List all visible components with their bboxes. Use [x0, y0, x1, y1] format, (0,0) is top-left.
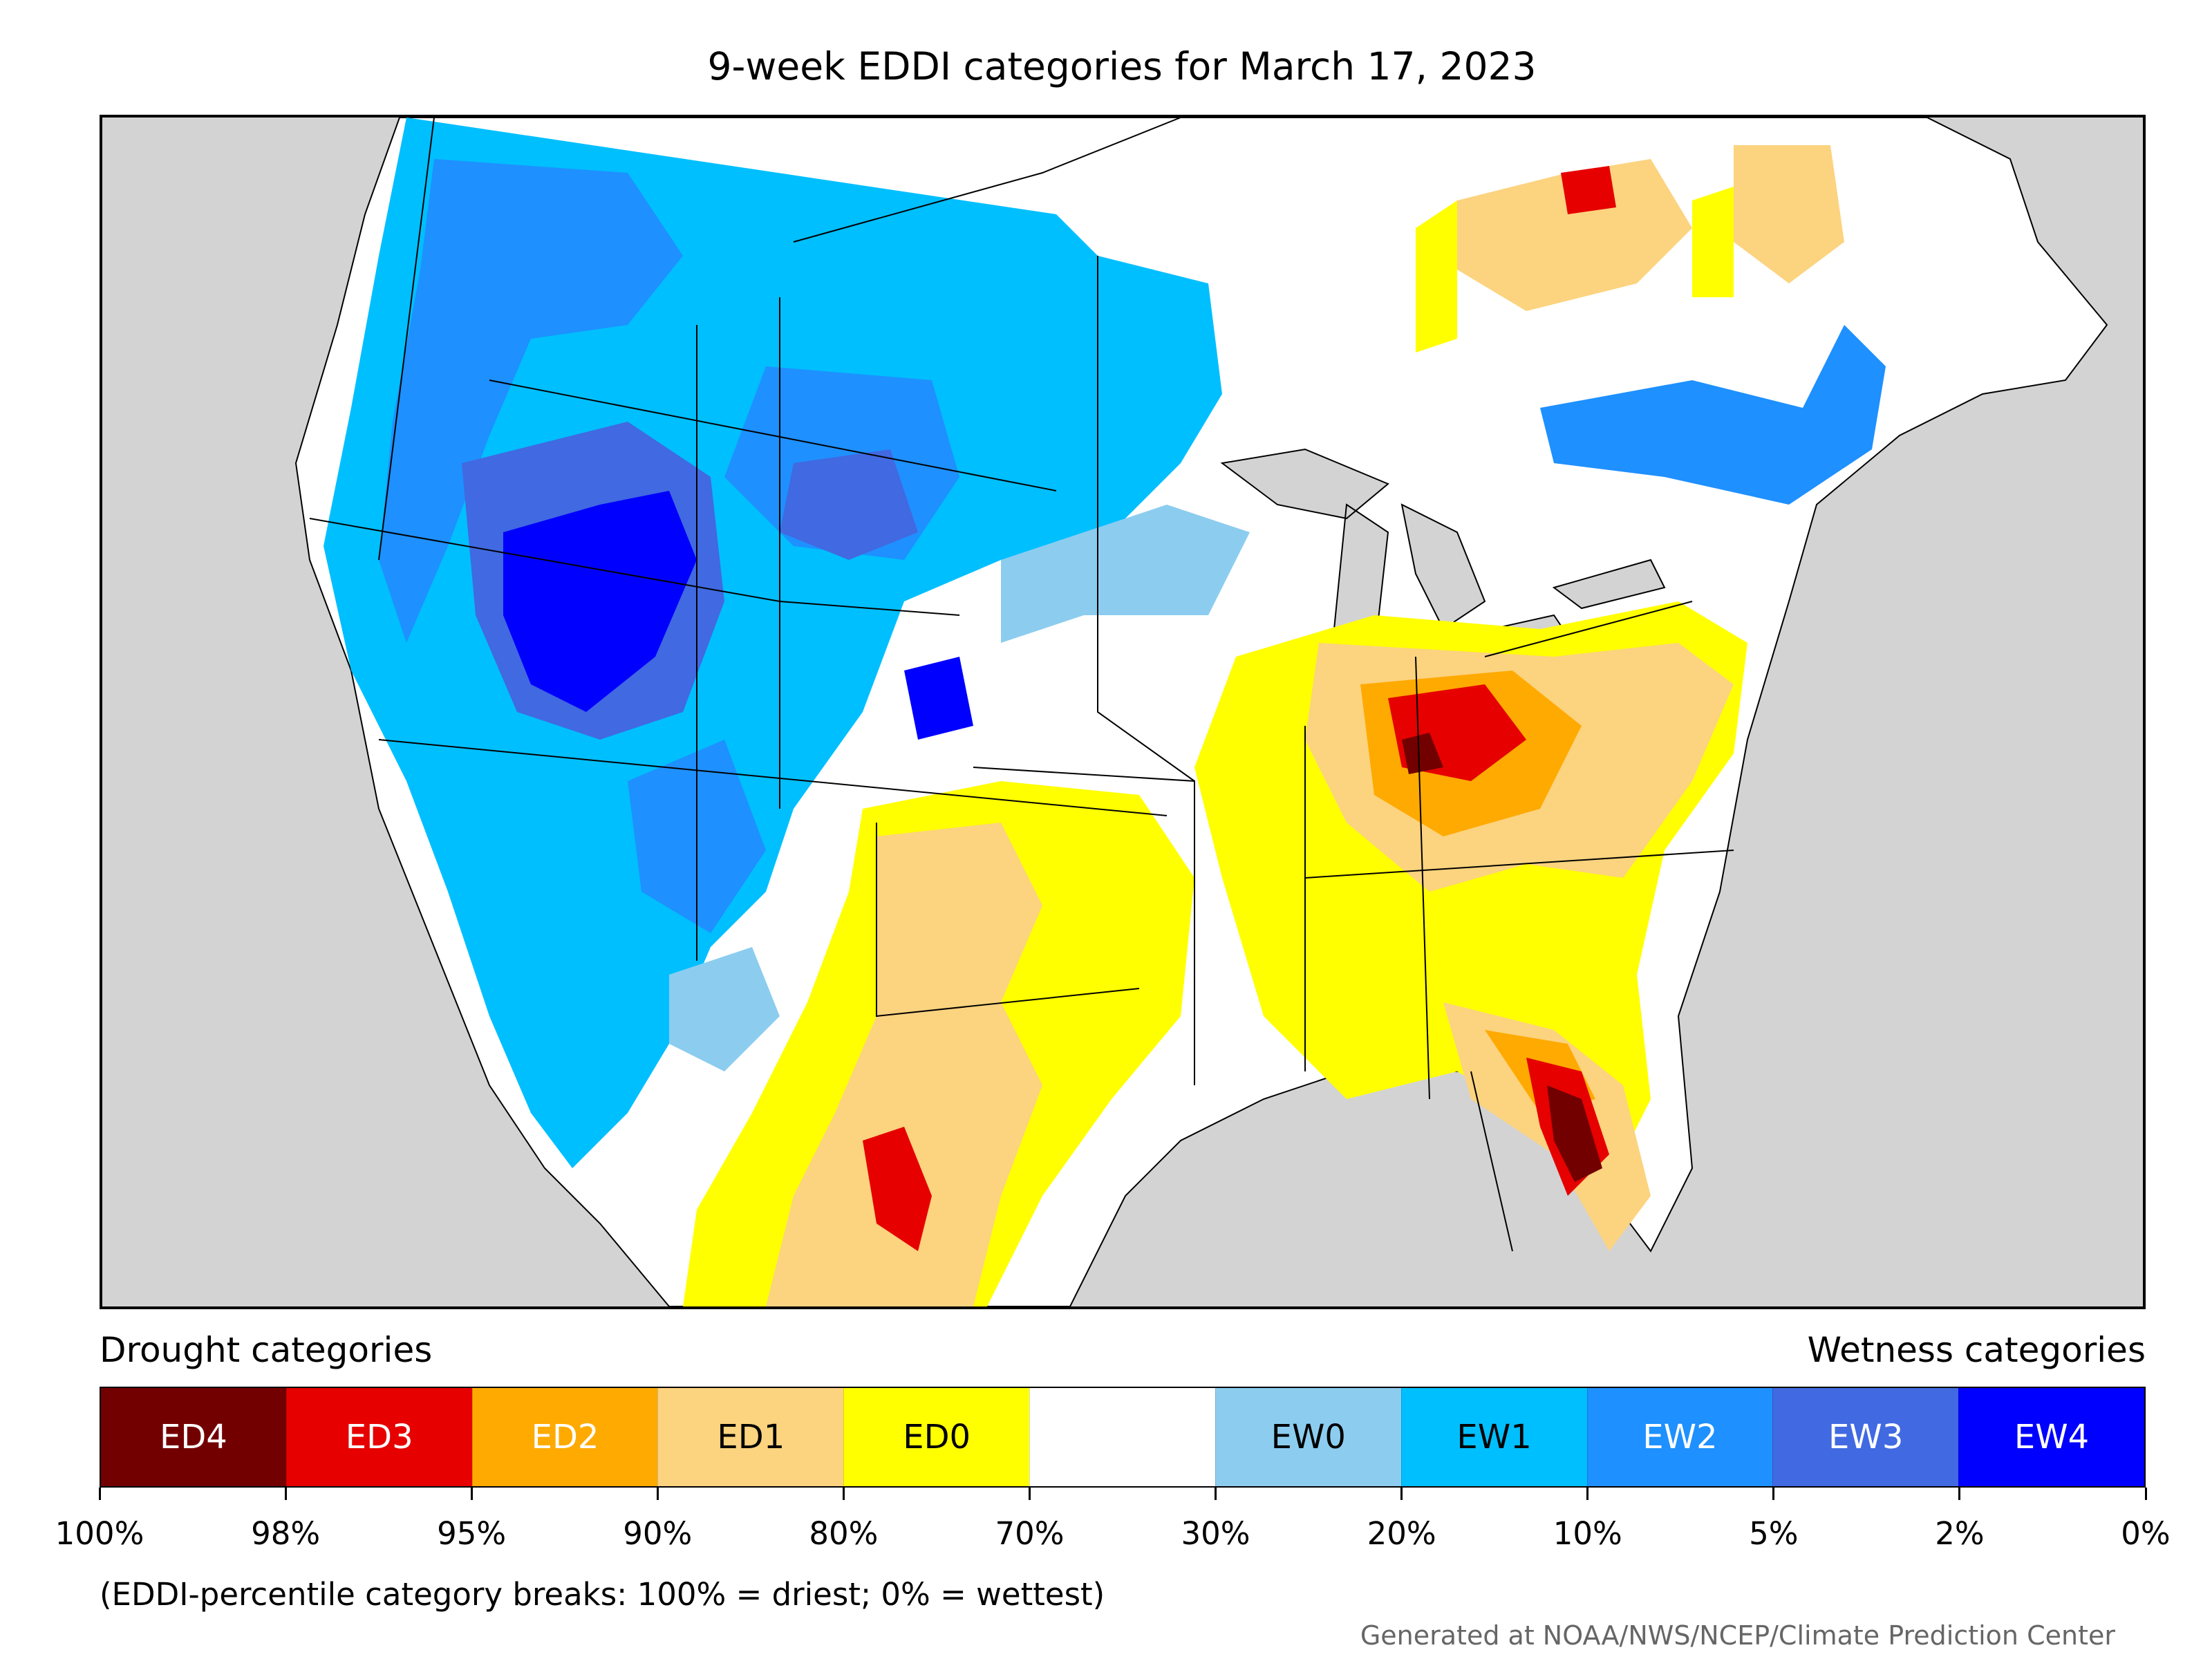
ed4-east: [1402, 733, 1602, 1182]
colorbar-cell-ed4: ED4: [101, 1388, 286, 1486]
ew1-west: [324, 118, 1222, 1168]
colorbar-ticks: [98, 1488, 2147, 1501]
colorbar-tick: [842, 1488, 845, 1500]
state-boundaries: [309, 118, 1734, 1252]
ed3-south: [863, 1127, 932, 1251]
colorbar-tick: [2144, 1488, 2147, 1500]
colorbar-tick: [1400, 1488, 1403, 1500]
drought-categories-label: Drought categories: [100, 1330, 433, 1370]
map-title: 9-week EDDI categories for March 17, 202…: [707, 44, 1537, 88]
colorbar-tick-label: 10%: [1553, 1515, 1622, 1552]
colorbar-cell-ew1: EW1: [1400, 1388, 1587, 1486]
colorbar-cell-ew3: EW3: [1772, 1388, 1959, 1486]
colorbar-tick-labels: 100% 98% 95% 90% 80% 70% 30% 20% 10% 5% 2% 0%: [55, 1515, 2171, 1557]
ed3-east: [1388, 684, 1609, 1196]
wetness-categories-label: Wetness categories: [1807, 1330, 2146, 1370]
map-canvas: [102, 118, 2143, 1306]
colorbar-tick: [1586, 1488, 1589, 1500]
colorbar-tick: [284, 1488, 287, 1500]
colorbar-cell-normal: [1029, 1388, 1215, 1486]
colorbar-cell-ed1: ED1: [657, 1388, 844, 1486]
colorbar-tick: [1958, 1488, 1961, 1500]
ew2-northeast: [1540, 325, 1886, 505]
ed1-south: [766, 823, 1042, 1306]
colorbar-tick-label: 30%: [1181, 1515, 1250, 1552]
colorbar-tick-label: 20%: [1367, 1515, 1436, 1552]
colorbar-tick-label: 5%: [1749, 1515, 1799, 1552]
ed1-canada: [1457, 145, 1844, 311]
colorbar-tick: [470, 1488, 473, 1500]
colorbar-cell-ed3: ED3: [285, 1388, 472, 1486]
colorbar-tick-label: 95%: [437, 1515, 507, 1552]
colorbar-tick-label: 98%: [251, 1515, 321, 1552]
ed3-canada: [1561, 166, 1616, 214]
colorbar-tick-label: 2%: [1935, 1515, 1985, 1552]
colorbar-tick-label: 80%: [809, 1515, 879, 1552]
ew4-west: [503, 491, 973, 740]
colorbar-tick: [98, 1488, 101, 1500]
colorbar-tick-label: 100%: [55, 1515, 144, 1552]
colorbar-tick: [1772, 1488, 1775, 1500]
colorbar-tick: [1215, 1488, 1217, 1500]
category-colorbar: ED4 ED3 ED2 ED1 ED0 EW0 EW1 EW2 EW3 EW4: [100, 1387, 2146, 1488]
colorbar-cell-ew4: EW4: [1958, 1388, 2144, 1486]
colorbar-cell-ew2: EW2: [1586, 1388, 1773, 1486]
colorbar-tick-label: 90%: [623, 1515, 693, 1552]
colorbar-tick: [656, 1488, 659, 1500]
ew0-fringe: [669, 505, 1250, 1071]
colorbar-cell-ed0: ED0: [843, 1388, 1030, 1486]
colorbar-tick-label: 70%: [995, 1515, 1065, 1552]
ew2-west: [379, 159, 959, 933]
ed0-canada: [1416, 187, 1734, 353]
category-breaks-note: (EDDI-percentile category breaks: 100% =…: [100, 1576, 1105, 1613]
colorbar-tick-label: 0%: [2121, 1515, 2171, 1552]
colorbar-cell-ew0: EW0: [1215, 1388, 1401, 1486]
eddi-map: [100, 115, 2146, 1309]
colorbar-cell-ed2: ED2: [471, 1388, 658, 1486]
colorbar-tick: [1028, 1488, 1031, 1500]
credit-line: Generated at NOAA/NWS/NCEP/Climate Predi…: [1360, 1620, 2115, 1651]
